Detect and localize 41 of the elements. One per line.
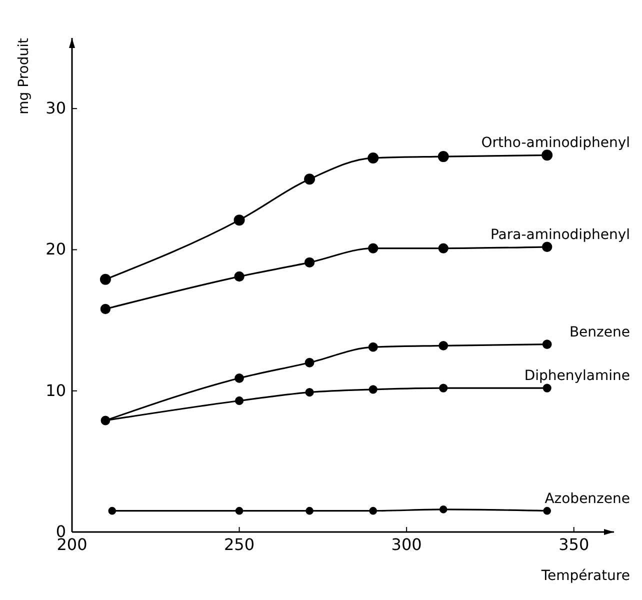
point [543,506,551,515]
point [108,506,116,515]
series-label: Para-aminodiphenyl [490,226,630,243]
point [438,151,449,162]
point [304,174,316,185]
x-tick-label: 300 [391,535,422,554]
series-label: Diphenylamine [524,368,630,384]
point [542,150,553,161]
point [305,388,314,397]
y-axis-title: mg Produit [16,37,32,114]
point [542,242,552,252]
x-tick-label: 250 [224,535,255,554]
point [304,257,315,268]
y-tick-label: 20 [46,240,66,259]
point [234,214,245,226]
point [306,506,314,515]
point [234,271,244,282]
point [304,358,314,368]
point [234,396,244,406]
point [438,340,448,350]
point [542,340,552,349]
series-label: Benzene [569,324,630,340]
point [100,304,111,314]
y-tick-label: 30 [46,98,66,118]
point [368,342,378,352]
point [368,152,379,164]
x-axis-title: Température [540,568,630,584]
x-tick-label: 350 [558,535,590,554]
point [369,506,378,515]
point [438,243,448,254]
point [235,506,244,515]
series-label: Ortho-aminodiphenyl [481,135,630,152]
point [100,274,111,285]
point [368,385,378,394]
point [234,373,244,383]
y-tick-label: 10 [46,380,66,400]
point [542,384,552,392]
series-label: Azobenzene [544,490,630,507]
point [439,506,448,514]
point [368,243,378,254]
point [439,384,448,392]
